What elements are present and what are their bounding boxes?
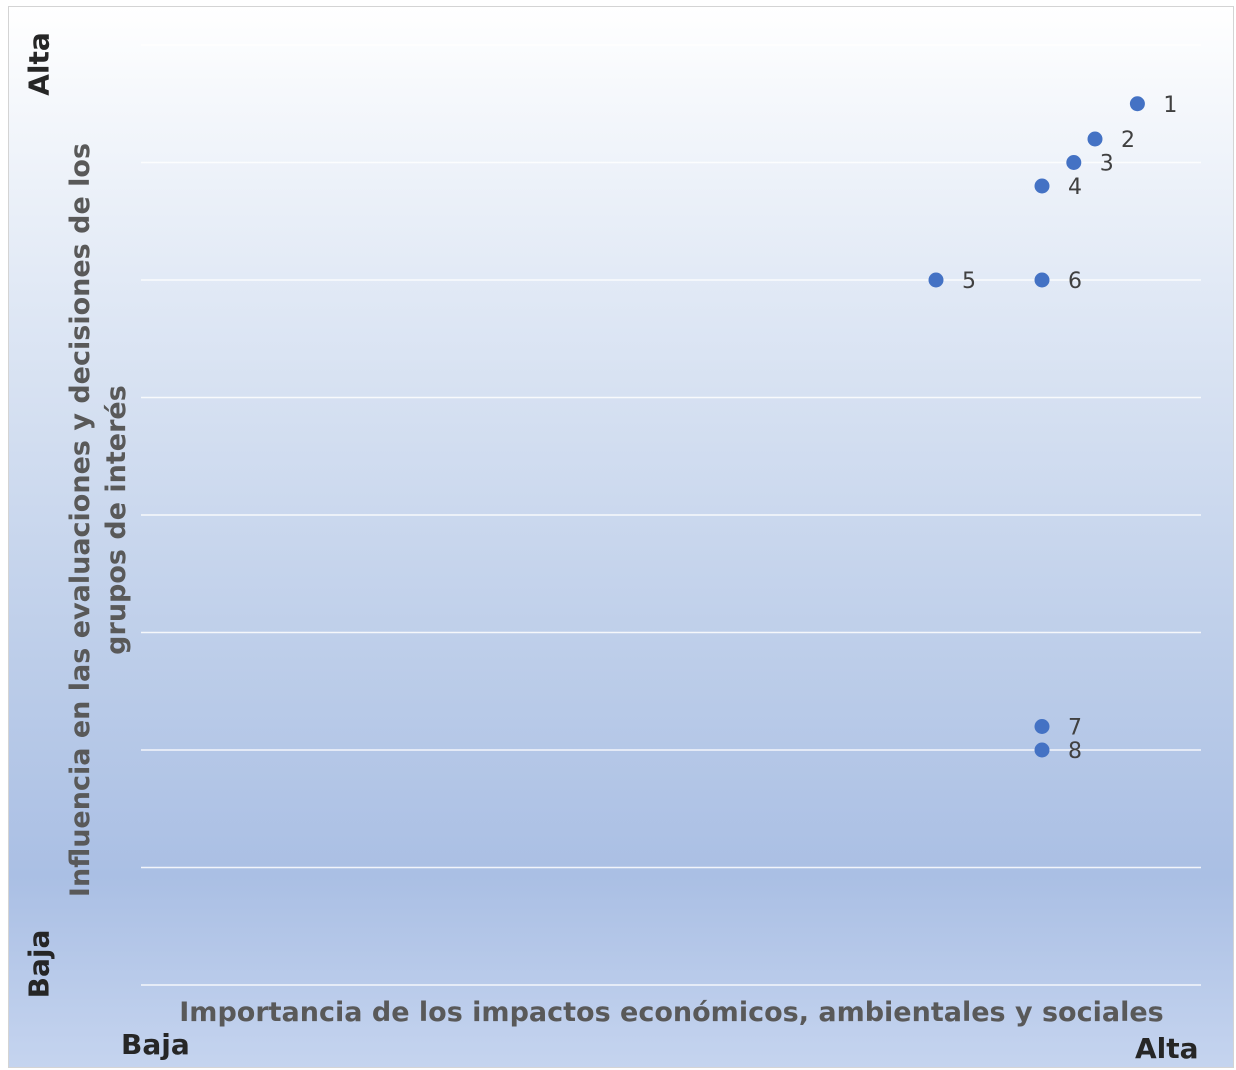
data-point-5: [928, 272, 944, 288]
scatter-plot: 1 234 5 6 78: [141, 44, 1201, 986]
data-point-8: [1034, 742, 1050, 758]
y-axis-low-label: Baja: [22, 929, 56, 999]
data-label-7: 7: [1068, 716, 1082, 741]
data-point-1: [1129, 96, 1145, 112]
data-point-3: [1066, 155, 1082, 170]
data-label-5: 5: [962, 269, 976, 294]
data-label-2: 2: [1121, 128, 1135, 153]
data-label-6: 6: [1068, 269, 1082, 294]
data-point-4: [1034, 178, 1050, 194]
data-label-8: 8: [1068, 739, 1082, 764]
data-points: [928, 96, 1145, 758]
data-label-1: 1: [1163, 93, 1177, 118]
data-point-7: [1034, 719, 1050, 734]
data-label-4: 4: [1068, 175, 1082, 200]
x-axis-high-label: Alta: [1135, 1032, 1199, 1065]
y-axis-title: Influencia en las evaluaciones y decisio…: [65, 142, 132, 898]
data-label-3: 3: [1100, 152, 1114, 177]
y-axis-high-label: Alta: [22, 32, 56, 96]
x-axis-low-label: Baja: [121, 1028, 190, 1061]
gridlines: [141, 44, 1201, 986]
x-axis-title: Importancia de los impactos económicos, …: [179, 997, 1164, 1028]
data-point-2: [1087, 131, 1103, 147]
data-labels: 1 234 5 6 78: [962, 93, 1177, 764]
data-point-6: [1034, 272, 1050, 288]
